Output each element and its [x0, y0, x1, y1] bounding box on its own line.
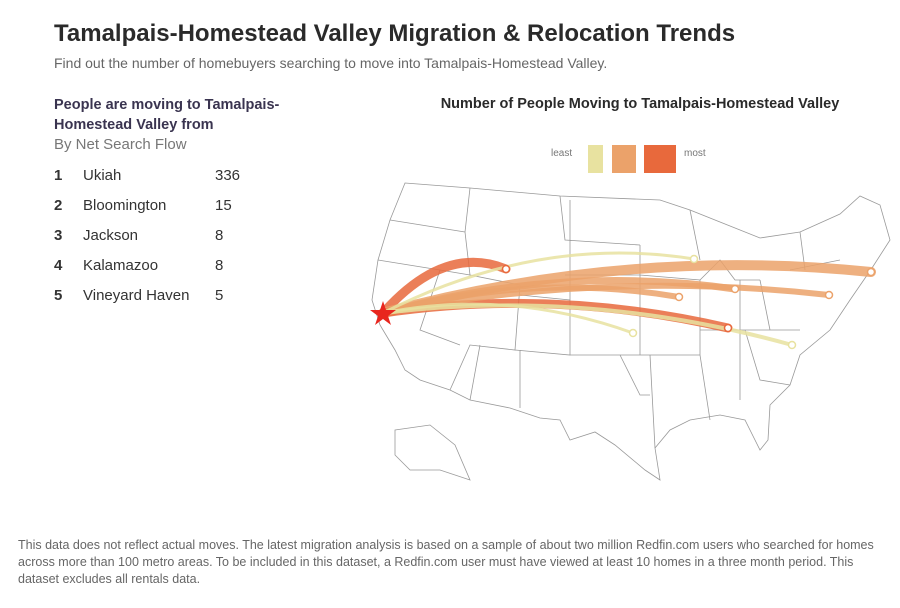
list-item-rank: 1: [54, 167, 63, 184]
list-item-value: 8: [215, 257, 224, 274]
list-item-name: Jackson: [83, 227, 139, 244]
list-item-name: Vineyard Haven: [83, 287, 190, 304]
legend-swatch-most: [644, 145, 676, 173]
list-item-name: Ukiah: [83, 167, 122, 184]
map-title: Number of People Moving to Tamalpais-Hom…: [440, 96, 840, 112]
list-item-rank: 2: [54, 197, 63, 214]
migration-arc: [380, 284, 682, 316]
list-item-name: Bloomington: [83, 197, 167, 214]
destination-marker[interactable]: [674, 292, 684, 302]
destination-marker[interactable]: [730, 284, 740, 294]
list-item-value: 336: [215, 167, 241, 184]
list-item-value: 8: [215, 227, 224, 244]
migration-arc: [381, 251, 696, 315]
list-item-value: 15: [215, 197, 232, 214]
legend-swatch-mid: [612, 145, 636, 173]
destination-marker[interactable]: [723, 323, 733, 333]
destination-marker[interactable]: [824, 290, 834, 300]
list-item-value: 5: [215, 287, 224, 304]
migration-arc: [378, 257, 511, 318]
migration-arc: [381, 303, 794, 347]
destination-marker[interactable]: [787, 340, 797, 350]
list-item-rank: 3: [54, 227, 63, 244]
origin-star-icon: [370, 301, 396, 325]
destination-marker[interactable]: [628, 328, 638, 338]
list-item-name: Kalamazoo: [83, 257, 159, 274]
destination-marker[interactable]: [866, 267, 876, 277]
destination-marker[interactable]: [501, 264, 511, 274]
migration-arc: [381, 302, 635, 335]
list-subheading: By Net Search Flow: [54, 136, 187, 153]
legend-swatch-least: [588, 145, 603, 173]
page-subtitle: Find out the number of homebuyers search…: [54, 55, 608, 71]
destination-marker[interactable]: [689, 254, 699, 264]
list-item-rank: 5: [54, 287, 63, 304]
list-heading: People are moving to Tamalpais-Homestead…: [54, 97, 280, 133]
list-item-rank: 4: [54, 257, 63, 274]
footer-disclaimer: This data does not reflect actual moves.…: [18, 538, 874, 586]
legend-most-label: most: [684, 148, 706, 159]
legend-least-label: least: [551, 148, 573, 159]
page-title: Tamalpais-Homestead Valley Migration & R…: [54, 20, 736, 47]
